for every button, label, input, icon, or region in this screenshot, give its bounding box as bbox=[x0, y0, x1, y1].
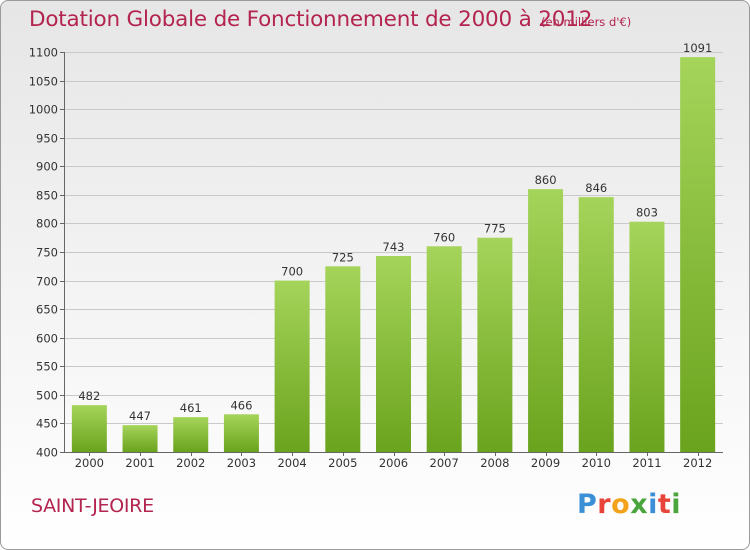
x-tick-label: 2001 bbox=[125, 456, 154, 470]
bar-2005 bbox=[325, 266, 361, 452]
x-tick-label: 2010 bbox=[582, 456, 611, 470]
bar-2008 bbox=[477, 237, 513, 452]
value-label: 743 bbox=[383, 240, 405, 254]
y-tick-label: 500 bbox=[36, 389, 58, 403]
bar-2006 bbox=[376, 256, 411, 452]
y-tick-label: 700 bbox=[36, 275, 58, 289]
logo-letter: r bbox=[597, 489, 612, 520]
value-label: 461 bbox=[180, 401, 202, 415]
y-tick-label: 650 bbox=[36, 303, 58, 317]
axis-layer: 400 450 500 550 600 650 700 750 800 850 900 950 1000… bbox=[29, 46, 723, 460]
y-tick-label: 750 bbox=[36, 246, 58, 260]
logo-letter: x bbox=[630, 489, 649, 520]
y-tick-label: 850 bbox=[36, 189, 58, 203]
y-tick-label: 600 bbox=[36, 332, 58, 346]
value-label: 775 bbox=[484, 222, 506, 236]
city-name: SAINT-JEOIRE bbox=[31, 495, 154, 517]
bar-2011 bbox=[629, 221, 665, 452]
y-tick-label: 800 bbox=[36, 217, 58, 231]
value-label: 846 bbox=[585, 181, 607, 195]
x-tick-label: 2000 bbox=[75, 456, 104, 470]
value-label: 860 bbox=[535, 173, 557, 187]
value-label: 1091 bbox=[683, 41, 712, 55]
x-tick-label: 2009 bbox=[531, 456, 560, 470]
value-label: 482 bbox=[78, 389, 100, 403]
y-tick-label: 1000 bbox=[29, 103, 58, 117]
y-tick-label: 1100 bbox=[29, 46, 58, 60]
value-label: 725 bbox=[332, 250, 354, 264]
x-tick-label: 2005 bbox=[328, 456, 357, 470]
x-tick-label: 2006 bbox=[379, 456, 408, 470]
bar-2004 bbox=[274, 280, 310, 452]
bar-2012 bbox=[680, 57, 716, 453]
x-tick-label: 2008 bbox=[480, 456, 509, 470]
y-tick-label: 550 bbox=[36, 360, 58, 374]
bar-2003 bbox=[223, 414, 259, 452]
bar-layer bbox=[71, 57, 716, 453]
logo-letter: t bbox=[657, 489, 672, 520]
value-label: 466 bbox=[230, 398, 252, 412]
bar-2007 bbox=[426, 246, 462, 452]
value-label: 760 bbox=[433, 230, 455, 244]
bar-2010 bbox=[578, 197, 614, 452]
bar-2009 bbox=[528, 189, 564, 452]
bar-2001 bbox=[122, 425, 158, 452]
y-tick-label: 400 bbox=[36, 446, 58, 460]
logo-letter: P bbox=[577, 489, 598, 520]
x-tick-label: 2004 bbox=[277, 456, 306, 470]
logo-letter: i bbox=[671, 489, 682, 520]
x-tick-label: 2003 bbox=[227, 456, 256, 470]
value-label: 447 bbox=[129, 409, 151, 423]
x-tick-label: 2002 bbox=[176, 456, 205, 470]
y-tick-label: 950 bbox=[36, 132, 58, 146]
x-tick-label: 2007 bbox=[430, 456, 459, 470]
y-tick-label: 450 bbox=[36, 417, 58, 431]
bar-2000 bbox=[71, 405, 107, 452]
proxiti-logo: Proxiti bbox=[577, 489, 681, 520]
logo-letter: o bbox=[611, 489, 631, 520]
y-tick-label: 1050 bbox=[29, 75, 58, 89]
x-tick-label: 2012 bbox=[683, 456, 712, 470]
label-layer: 2000 482 2001 447 2002 461 2003 466 2004 700 2005 7… bbox=[75, 41, 713, 470]
chart-title: Dotation Globale de Fonctionnement de 20… bbox=[29, 7, 593, 32]
logo-letter: i bbox=[648, 489, 658, 520]
x-tick-label: 2011 bbox=[632, 456, 661, 470]
value-label: 803 bbox=[636, 206, 658, 220]
chart-subtitle: (en milliers d'€) bbox=[541, 15, 632, 29]
value-label: 700 bbox=[281, 265, 303, 279]
y-tick-label: 900 bbox=[36, 160, 58, 174]
bar-2002 bbox=[173, 417, 209, 452]
